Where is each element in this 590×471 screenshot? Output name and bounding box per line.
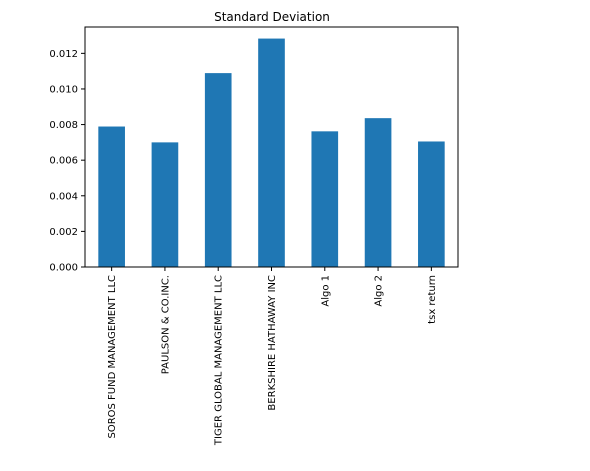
- x-tick-label-1: PAULSON & CO.INC.: [160, 275, 171, 374]
- bar-4: [311, 131, 339, 267]
- bar-1: [151, 142, 179, 267]
- y-tick-label-1: 0.002: [49, 227, 78, 238]
- y-tick-label-6: 0.012: [49, 49, 78, 60]
- bar-5: [364, 118, 392, 267]
- y-tick-label-5: 0.010: [49, 84, 78, 95]
- x-tick-label-5: Algo 2: [374, 275, 385, 307]
- chart-title: Standard Deviation: [214, 10, 330, 24]
- x-axis: SOROS FUND MANAGEMENT LLC PAULSON & CO.IN…: [107, 267, 438, 446]
- bar-0: [98, 126, 125, 267]
- y-axis: 0.000 0.002 0.004 0.006 0.008 0.010 0.012: [49, 49, 85, 274]
- y-tick-label-2: 0.004: [49, 191, 78, 202]
- bar-6: [418, 141, 445, 267]
- y-tick-label-0: 0.000: [49, 263, 78, 274]
- x-tick-label-6: tsx return: [427, 275, 438, 324]
- bars-group: [98, 38, 445, 268]
- bar-3: [258, 38, 285, 268]
- bar-2: [204, 73, 232, 267]
- x-tick-label-0: SOROS FUND MANAGEMENT LLC: [107, 275, 118, 439]
- x-tick-label-3: BERKSHIRE HATHAWAY INC: [267, 275, 278, 411]
- plot-frame: [84, 26, 459, 268]
- x-tick-label-2: TIGER GLOBAL MANAGEMENT LLC: [214, 275, 225, 446]
- y-tick-label-4: 0.008: [49, 120, 78, 131]
- x-tick-label-4: Algo 1: [320, 275, 331, 307]
- y-tick-label-3: 0.006: [49, 156, 78, 167]
